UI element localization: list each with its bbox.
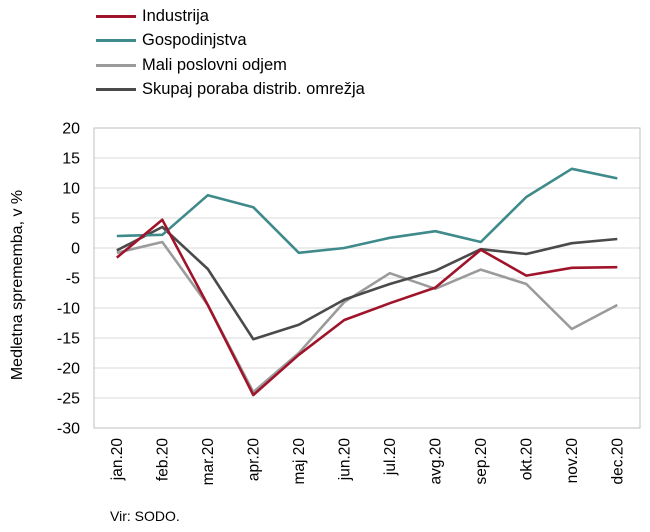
x-tick-label: nov.20 bbox=[564, 438, 581, 484]
x-tick-label: maj 20 bbox=[291, 438, 308, 485]
y-tick-label: -5 bbox=[66, 271, 80, 288]
series-line-mali-poslovni-odjem bbox=[116, 240, 618, 394]
legend-item-industrija: Industrija bbox=[96, 4, 365, 29]
series-line-skupaj-poraba-distrib-omre-ja bbox=[116, 225, 618, 341]
x-tick-label: jan.20 bbox=[109, 438, 126, 482]
legend-swatch bbox=[96, 63, 136, 67]
legend-label: Skupaj poraba distrib. omrežja bbox=[142, 80, 365, 99]
legend-label: Industrija bbox=[142, 6, 209, 25]
x-tick-label: okt.20 bbox=[518, 438, 535, 481]
y-tick-label: -20 bbox=[57, 361, 80, 378]
y-tick-label: 20 bbox=[62, 121, 80, 138]
source-note: Vir: SODO. bbox=[110, 508, 180, 524]
y-axis-ticks: -30 -25 -20 -15 -10 -5 0 5 10 15 20 bbox=[57, 121, 80, 438]
legend-swatch bbox=[96, 14, 136, 18]
y-tick-label: -25 bbox=[57, 391, 80, 408]
legend-item-mali-poslovni-odjem: Mali poslovni odjem bbox=[96, 53, 365, 78]
legend: Industrija Gospodinjstva Mali poslovni o… bbox=[96, 4, 365, 102]
x-tick-label: feb.20 bbox=[154, 438, 171, 481]
x-tick-label: jul.20 bbox=[382, 438, 399, 476]
grid-lines bbox=[94, 127, 640, 429]
series-line-industrija bbox=[115, 218, 618, 397]
y-tick-label: 15 bbox=[62, 151, 80, 168]
x-tick-label: jun.20 bbox=[336, 438, 353, 482]
legend-item-gospodinjstva: Gospodinjstva bbox=[96, 29, 365, 54]
plot-frame bbox=[93, 127, 641, 429]
y-tick-label: 0 bbox=[71, 241, 80, 258]
legend-swatch bbox=[96, 39, 136, 43]
x-tick-label: avg.20 bbox=[427, 438, 444, 485]
x-axis-ticks: jan.20 feb.20 mar.20 apr.20 maj 20 jun.20 jul.… bbox=[109, 438, 627, 486]
y-tick-label: -15 bbox=[57, 331, 80, 348]
series-lines bbox=[115, 167, 618, 397]
series-line-gospodinjstva bbox=[116, 167, 618, 255]
x-tick-label: sep.20 bbox=[473, 438, 490, 485]
legend-label: Gospodinjstva bbox=[142, 31, 247, 50]
y-tick-label: -10 bbox=[57, 301, 80, 318]
x-tick-label: apr.20 bbox=[245, 438, 262, 481]
x-tick-label: dec.20 bbox=[609, 438, 626, 485]
legend-label: Mali poslovni odjem bbox=[142, 55, 287, 74]
y-tick-label: 5 bbox=[71, 211, 80, 228]
x-tick-label: mar.20 bbox=[200, 438, 217, 486]
legend-item-skupaj: Skupaj poraba distrib. omrežja bbox=[96, 78, 365, 103]
legend-swatch bbox=[96, 88, 136, 92]
y-tick-label: -30 bbox=[57, 421, 80, 438]
y-axis-label: Medletna sprememba, v % bbox=[9, 189, 26, 381]
y-tick-label: 10 bbox=[62, 181, 80, 198]
